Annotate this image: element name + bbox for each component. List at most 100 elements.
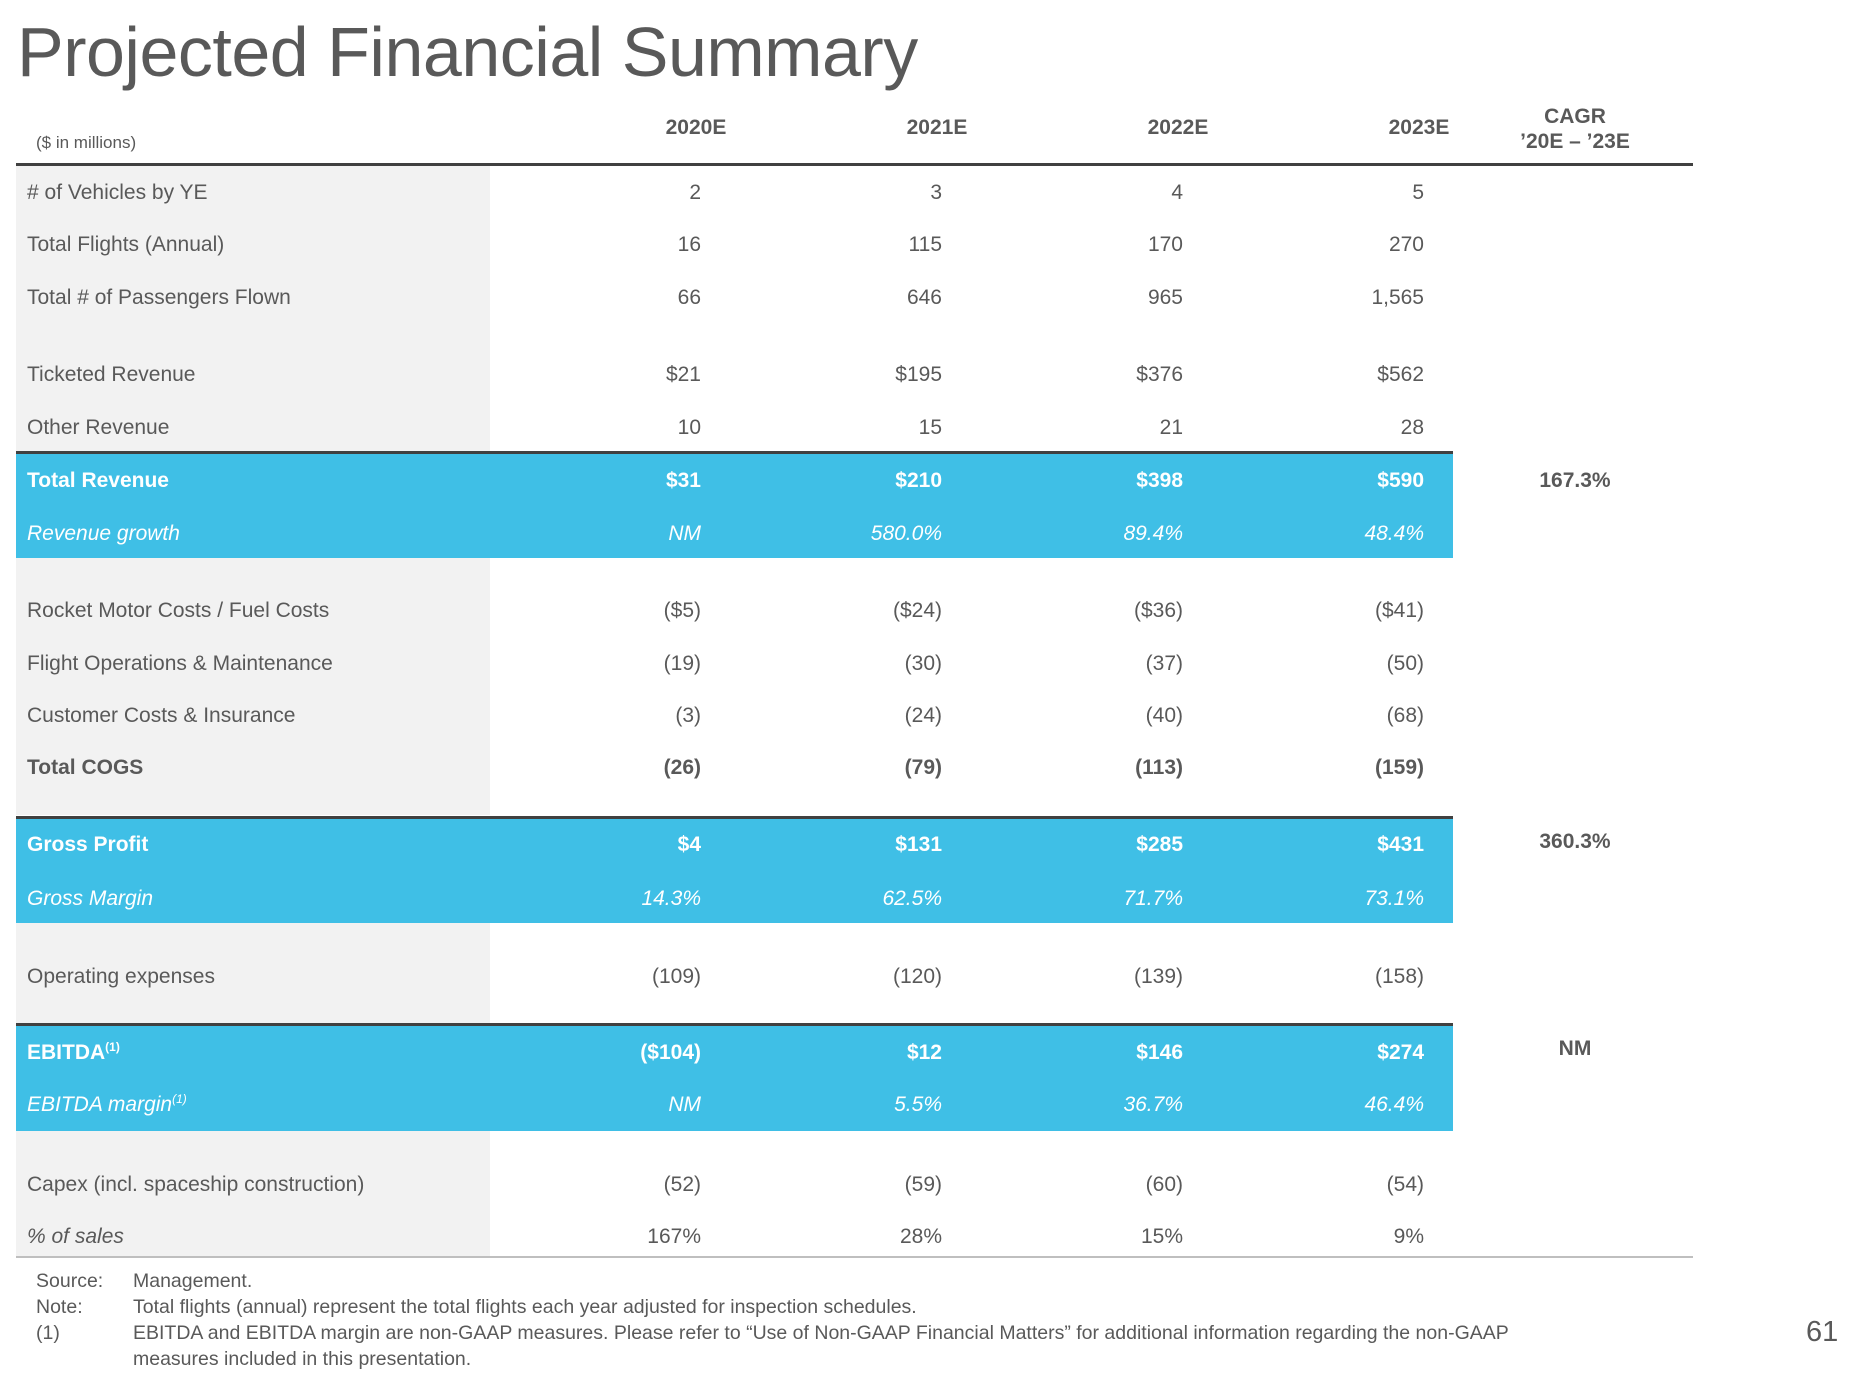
cell-2020e: 10 (677, 416, 701, 439)
cell-2023e: $274 (1377, 1041, 1424, 1064)
cell-2021e: $210 (895, 469, 942, 492)
row-label: Ticketed Revenue (27, 363, 196, 386)
row-label: Total Revenue (27, 469, 169, 492)
row-label: Capex (incl. spaceship construction) (27, 1173, 365, 1196)
column-header-2023e: 2023E (1388, 116, 1450, 139)
row-label: Other Revenue (27, 416, 170, 439)
cell-2020e: $21 (665, 363, 701, 386)
cell-2023e: 46.4% (1364, 1093, 1424, 1116)
cell-2020e: (26) (663, 756, 701, 779)
label-shade-opex (16, 923, 490, 1023)
cagr-header-line2: ’20E – ’23E (1520, 130, 1630, 153)
cell-2023e: (159) (1374, 756, 1424, 779)
row-label: % of sales (27, 1225, 124, 1248)
cell-2020e: 16 (677, 233, 701, 256)
cagr-header-line1: CAGR (1544, 105, 1606, 128)
table-row-pct-sales: % of sales 167% 28% 15% 9% (0, 1217, 1861, 1257)
cell-2022e: 4 (1171, 181, 1183, 204)
cell-2022e: $146 (1136, 1041, 1183, 1064)
general-note: Note: Total flights (annual) represent t… (36, 1294, 1716, 1320)
header-rule (16, 163, 1693, 166)
column-header-2020e: 2020E (665, 116, 727, 139)
footnote-1: (1) EBITDA and EBITDA margin are non-GAA… (36, 1320, 1716, 1346)
table-row-vehicles: # of Vehicles by YE 2 3 4 5 (0, 173, 1861, 213)
cell-2020e: 66 (677, 286, 701, 309)
cell-2022e: 21 (1159, 416, 1183, 439)
row-label: Total # of Passengers Flown (27, 286, 291, 309)
footnote-1-text-continued: measures included in this presentation. (133, 1348, 472, 1370)
cell-2023e: (68) (1386, 704, 1424, 727)
cell-2021e: (59) (904, 1173, 942, 1196)
table-row-gross-margin: Gross Margin 14.3% 62.5% 71.7% 73.1% (0, 879, 1861, 919)
table-row-ebitda: EBITDA(1) ($104) $12 $146 $274 (0, 1033, 1861, 1073)
note-text: Total flights (annual) represent the tot… (133, 1296, 917, 1318)
cell-2023e: 73.1% (1364, 887, 1424, 910)
cell-2022e: 170 (1147, 233, 1183, 256)
cell-2022e: $376 (1136, 363, 1183, 386)
cell-2023e: 48.4% (1364, 522, 1424, 545)
gross-profit-band (16, 819, 1453, 923)
cell-2023e: $590 (1377, 469, 1424, 492)
cell-2022e: (139) (1133, 965, 1183, 988)
row-label: Rocket Motor Costs / Fuel Costs (27, 599, 330, 622)
cell-2021e: $131 (895, 833, 942, 856)
cell-2021e: 646 (906, 286, 942, 309)
table-row-other-revenue: Other Revenue 10 15 21 28 (0, 408, 1861, 448)
cell-2020e: ($5) (663, 599, 701, 622)
table-row-opex: Operating expenses (109) (120) (139) (15… (0, 957, 1861, 997)
page-title: Projected Financial Summary (17, 13, 918, 91)
cell-2022e: ($36) (1133, 599, 1183, 622)
cell-2022e: $398 (1136, 469, 1183, 492)
source-note: Source: Management. (36, 1268, 1716, 1294)
cagr-gross-profit: 360.3% (1539, 830, 1611, 853)
label-shade-volume (16, 166, 490, 453)
cell-2020e: 2 (689, 181, 701, 204)
table-row-gross-profit: Gross Profit $4 $131 $285 $431 (0, 825, 1861, 865)
cell-2020e: $31 (665, 469, 701, 492)
cell-2021e: 3 (930, 181, 942, 204)
row-label: Gross Profit (27, 833, 149, 856)
ebitda-band (16, 1026, 1453, 1131)
table-row-revenue-growth: Revenue growth NM 580.0% 89.4% 48.4% (0, 514, 1861, 554)
cell-2021e: (120) (892, 965, 942, 988)
row-label: Customer Costs & Insurance (27, 704, 296, 727)
cell-2020e: (19) (663, 652, 701, 675)
cell-2021e: 115 (908, 233, 942, 256)
cell-2022e: $285 (1136, 833, 1183, 856)
cell-2023e: 1,565 (1371, 286, 1424, 309)
cell-2023e: 270 (1388, 233, 1424, 256)
cell-2023e: (50) (1386, 652, 1424, 675)
cell-2021e: 5.5% (894, 1093, 942, 1116)
cell-2021e: (79) (904, 756, 942, 779)
column-header-2022e: 2022E (1147, 116, 1209, 139)
cell-2021e: $195 (895, 363, 942, 386)
cell-2022e: (60) (1145, 1173, 1183, 1196)
cagr-ebitda: NM (1558, 1037, 1592, 1060)
row-label: Operating expenses (27, 965, 215, 988)
table-row-passengers: Total # of Passengers Flown 66 646 965 1… (0, 278, 1861, 318)
page-number: 61 (1806, 1316, 1839, 1348)
cell-2020e: (3) (675, 704, 701, 727)
cell-2022e: 15% (1140, 1225, 1183, 1248)
row-label: Gross Margin (27, 887, 154, 910)
cell-2021e: 28% (899, 1225, 942, 1248)
row-label: Revenue growth (27, 522, 180, 545)
source-key: Source: (36, 1270, 104, 1292)
cell-2023e: (54) (1386, 1173, 1424, 1196)
row-label: Total Flights (Annual) (27, 233, 225, 256)
bottom-rule (16, 1256, 1693, 1258)
table-row-customer-costs: Customer Costs & Insurance (3) (24) (40)… (0, 696, 1861, 736)
cell-2020e: 14.3% (641, 887, 701, 910)
table-row-total-revenue: Total Revenue $31 $210 $398 $590 (0, 461, 1861, 501)
footnote-marker: (1) (105, 1040, 120, 1054)
revenue-band-rule (16, 451, 1453, 454)
cell-2022e: (113) (1135, 756, 1183, 779)
cell-2020e: NM (668, 522, 701, 545)
footnote-1-key: (1) (36, 1322, 60, 1344)
cell-2021e: 62.5% (882, 887, 942, 910)
table-row-capex: Capex (incl. spaceship construction) (52… (0, 1165, 1861, 1205)
cell-2020e: (109) (651, 965, 701, 988)
cell-2022e: 89.4% (1123, 522, 1183, 545)
row-label: EBITDA(1) (27, 1041, 120, 1065)
gross-profit-band-rule (16, 816, 1453, 819)
